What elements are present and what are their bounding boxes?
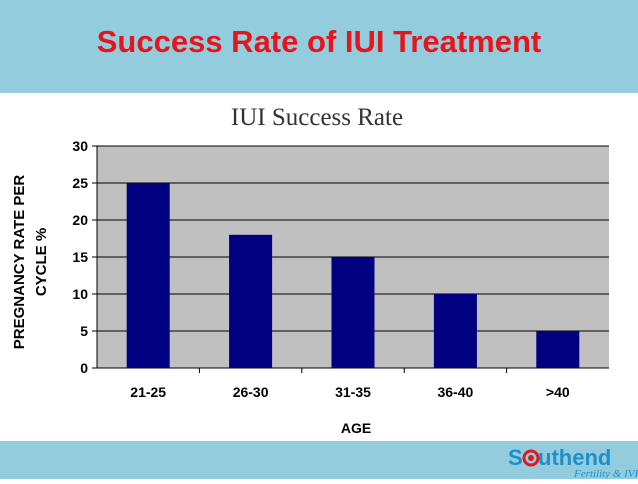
bar [229, 234, 273, 368]
slide-title: Success Rate of IUI Treatment [96, 24, 542, 59]
slide-header: Success Rate of IUI Treatment [0, 0, 638, 93]
y-tick-label: 5 [80, 323, 88, 339]
y-axis-label-line: CYCLE % [33, 228, 50, 296]
y-tick-label: 15 [72, 249, 88, 265]
x-axis-label: AGE [341, 420, 371, 436]
y-axis-label-line: PREGNANCY RATE PER [11, 175, 28, 350]
x-tick-label: 31-35 [335, 384, 371, 400]
logo-letter-s: S [508, 445, 523, 470]
chart: IUI Success Rate 0 5 10 15 20 25 30 21-25 26-30 3… [11, 104, 609, 436]
x-tick-label: 26-30 [233, 384, 269, 400]
x-tick-label: >40 [546, 384, 570, 400]
x-tick-label: 36-40 [437, 384, 473, 400]
y-tick-label: 10 [72, 286, 88, 302]
y-tick-label: 30 [72, 138, 88, 154]
logo-subtitle: Fertility & IVF [573, 468, 638, 479]
plot-area: 0 5 10 15 20 25 30 21-25 26-30 31-35 36-40 >40 [72, 138, 609, 400]
y-tick-label: 25 [72, 175, 88, 191]
logo-graphic: S uthend Fertility & IVF [508, 445, 638, 480]
y-axis-label-group: PREGNANCY RATE PER CYCLE % [11, 175, 50, 350]
y-tick-label: 0 [80, 360, 88, 376]
logo-ring-icon [522, 449, 540, 467]
bar [331, 257, 375, 368]
bar [536, 331, 580, 368]
bar [433, 294, 477, 368]
logo-wordmark: uthend [538, 445, 611, 470]
x-tick-label: 21-25 [130, 384, 166, 400]
bar [126, 183, 170, 368]
southend-logo: S uthend Fertility & IVF [498, 443, 638, 480]
chart-title: IUI Success Rate [231, 104, 403, 131]
y-tick-label: 20 [72, 212, 88, 228]
